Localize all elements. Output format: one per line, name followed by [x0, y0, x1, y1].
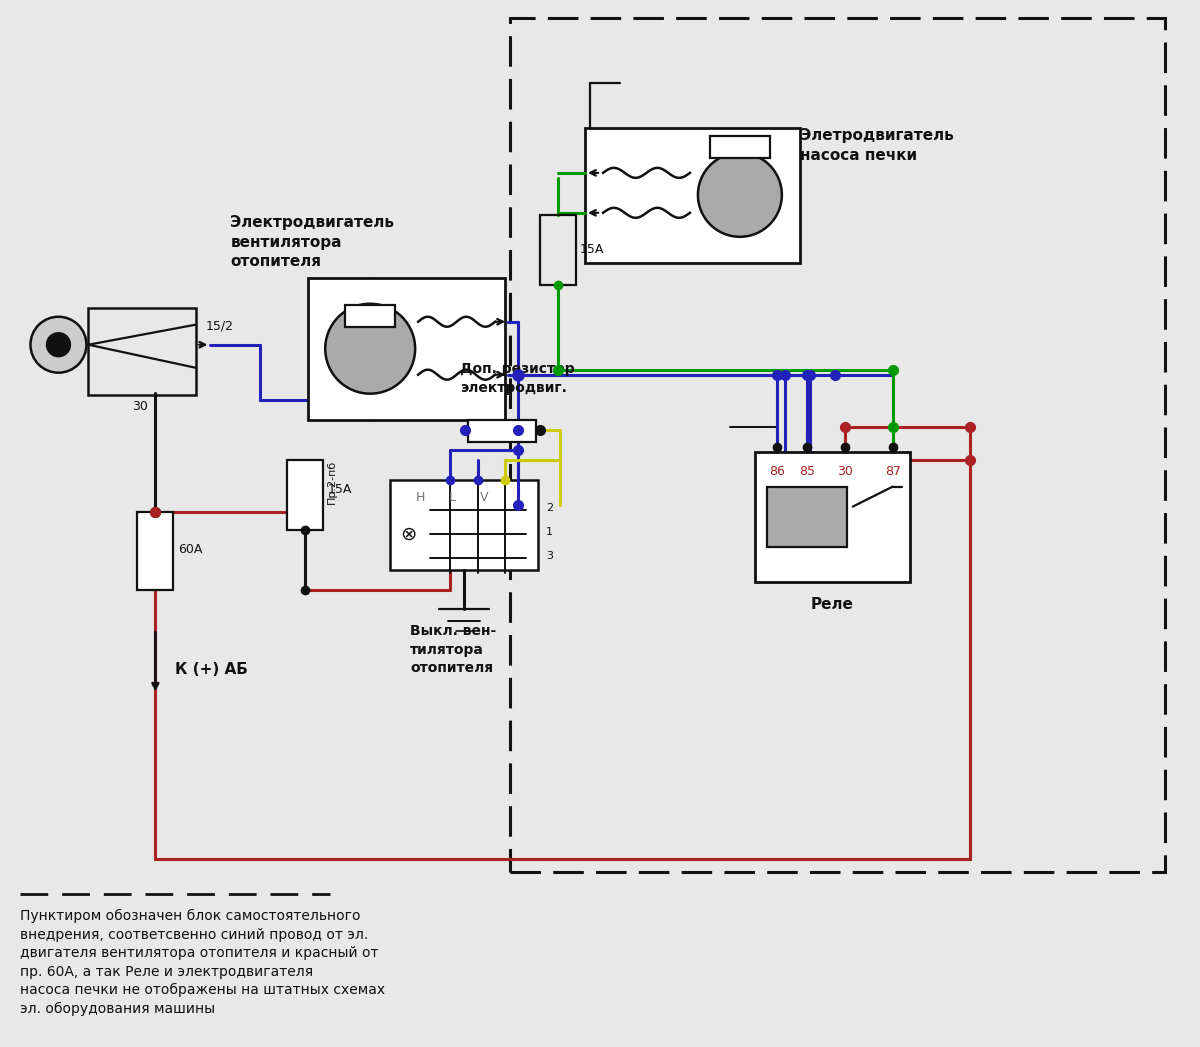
- Text: L: L: [449, 491, 456, 504]
- Text: 85: 85: [799, 465, 815, 478]
- Bar: [89, 308, 197, 395]
- Text: 2: 2: [546, 503, 553, 513]
- Text: Доп. резистор
электродвиг.: Доп. резистор электродвиг.: [460, 362, 575, 395]
- Circle shape: [325, 304, 415, 394]
- Text: Выкл. вен-
тилятора
отопителя: Выкл. вен- тилятора отопителя: [410, 624, 497, 675]
- Bar: [468, 420, 536, 442]
- Text: V: V: [480, 491, 488, 504]
- Bar: [287, 460, 323, 530]
- Text: 30: 30: [132, 400, 149, 413]
- Circle shape: [698, 153, 782, 237]
- Text: Реле: Реле: [810, 597, 853, 611]
- Text: Электродвигатель
вентилятора
отопителя: Электродвигатель вентилятора отопителя: [230, 215, 395, 269]
- Bar: [540, 215, 576, 285]
- Bar: [346, 305, 395, 327]
- Text: ⊗: ⊗: [400, 525, 416, 544]
- Text: 86: 86: [769, 465, 785, 478]
- Bar: [390, 480, 538, 570]
- Bar: [510, 18, 1164, 872]
- Text: 3: 3: [546, 551, 553, 560]
- Bar: [586, 128, 800, 263]
- Text: 1: 1: [546, 527, 553, 536]
- Text: Элетродвигатель
насоса печки: Элетродвигатель насоса печки: [800, 128, 954, 162]
- Circle shape: [47, 333, 71, 357]
- Text: К (+) АБ: К (+) АБ: [175, 662, 248, 677]
- Bar: [755, 451, 910, 581]
- Text: 15А: 15А: [328, 483, 352, 496]
- Text: 87: 87: [884, 465, 901, 478]
- Text: 15/2: 15/2: [205, 319, 233, 333]
- Text: Пр.2-пб: Пр.2-пб: [328, 460, 337, 504]
- Text: H: H: [415, 491, 425, 504]
- Text: 15А: 15А: [580, 243, 605, 257]
- Bar: [710, 136, 770, 158]
- Text: 60А: 60А: [179, 543, 203, 556]
- Text: 30: 30: [836, 465, 853, 478]
- Bar: [767, 487, 847, 547]
- Bar: [308, 277, 505, 420]
- Bar: [137, 512, 173, 589]
- Circle shape: [30, 317, 86, 373]
- Text: Пунктиром обозначен блок самостоятельного
внедрения, соответсвенно синий провод : Пунктиром обозначен блок самостоятельног…: [20, 909, 385, 1016]
